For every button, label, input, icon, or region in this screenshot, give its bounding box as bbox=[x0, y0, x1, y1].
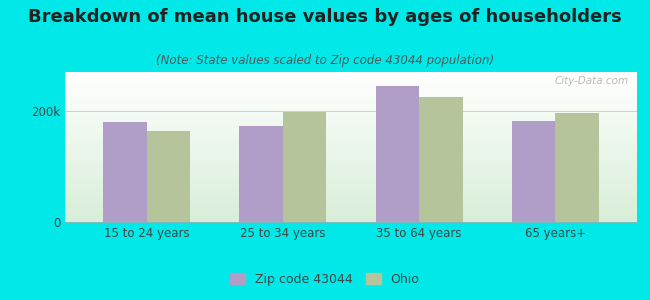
Text: (Note: State values scaled to Zip code 43044 population): (Note: State values scaled to Zip code 4… bbox=[156, 54, 494, 67]
Bar bbox=[512, 121, 555, 222]
Bar bbox=[419, 97, 463, 222]
Bar bbox=[555, 112, 599, 222]
Legend: Zip code 43044, Ohio: Zip code 43044, Ohio bbox=[226, 268, 424, 291]
Bar bbox=[239, 126, 283, 222]
Text: Breakdown of mean house values by ages of householders: Breakdown of mean house values by ages o… bbox=[28, 8, 622, 26]
Bar bbox=[376, 86, 419, 222]
Bar bbox=[283, 112, 326, 222]
Text: City-Data.com: City-Data.com bbox=[554, 76, 629, 86]
Bar bbox=[147, 131, 190, 222]
Bar bbox=[103, 122, 147, 222]
